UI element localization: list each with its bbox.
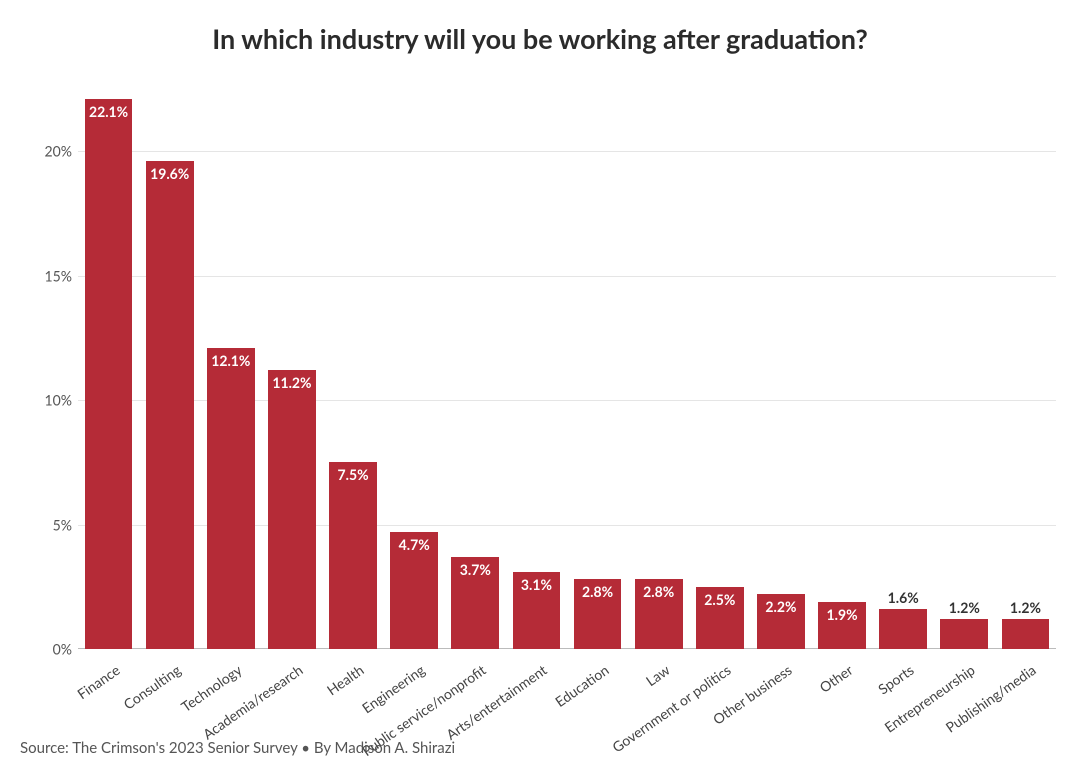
bar: 1.6% (879, 609, 927, 649)
y-tick-label: 0% (32, 641, 72, 658)
bar: 3.1% (513, 572, 561, 649)
chart-title: In which industry will you be working af… (20, 22, 1060, 55)
bar: 19.6% (146, 161, 194, 649)
x-tick-label: Sports (875, 661, 917, 698)
bar: 1.2% (940, 619, 988, 649)
bar-value-label: 1.2% (940, 599, 988, 616)
bar-value-label: 12.1% (207, 352, 255, 369)
plot-area: 0%5%10%15%20% 22.1%19.6%12.1%11.2%7.5%4.… (78, 89, 1056, 649)
x-tick-label: Education (551, 661, 611, 710)
bar-value-label: 1.6% (879, 589, 927, 606)
bar-value-label: 19.6% (146, 165, 194, 182)
x-tick-label: Consulting (120, 661, 184, 713)
bar: 22.1% (85, 99, 133, 649)
bar-value-label: 2.8% (574, 583, 622, 600)
bar-value-label: 2.8% (635, 583, 683, 600)
bar-value-label: 3.7% (451, 561, 499, 578)
chart-container: 0%5%10%15%20% 22.1%19.6%12.1%11.2%7.5%4.… (20, 89, 1060, 649)
bar: 2.2% (757, 594, 805, 649)
y-tick-label: 20% (32, 143, 72, 160)
bar: 7.5% (329, 462, 377, 649)
y-tick-label: 15% (32, 267, 72, 284)
bars-layer: 22.1% 19.6% 12.1% 11.2% 7.5% 4.7% 3.7% 3.1% 2.8%… (78, 89, 1056, 649)
bar: 12.1% (207, 348, 255, 649)
bar: 3.7% (451, 557, 499, 649)
bar: 11.2% (268, 370, 316, 649)
bar: 2.8% (574, 579, 622, 649)
bar-value-label: 22.1% (85, 103, 133, 120)
y-tick-label: 5% (32, 516, 72, 533)
x-tick-label: Health (324, 661, 367, 698)
bar: 2.8% (635, 579, 683, 649)
bar: 1.9% (818, 602, 866, 649)
bar: 1.2% (1002, 619, 1050, 649)
bar: 4.7% (390, 532, 438, 649)
bar: 2.5% (696, 587, 744, 649)
source-line: Source: The Crimson's 2023 Senior Survey… (20, 739, 455, 757)
x-tick-label: Law (642, 661, 672, 689)
bar-value-label: 2.5% (696, 591, 744, 608)
bar-value-label: 1.2% (1002, 599, 1050, 616)
bar-value-label: 11.2% (268, 374, 316, 391)
bar-value-label: 1.9% (818, 606, 866, 623)
bar-value-label: 3.1% (513, 576, 561, 593)
bar-value-label: 2.2% (757, 598, 805, 615)
bar-value-label: 7.5% (329, 466, 377, 483)
x-tick-label: Other (816, 661, 856, 696)
bar-value-label: 4.7% (390, 536, 438, 553)
y-tick-label: 10% (32, 392, 72, 409)
x-tick-label: Finance (73, 661, 122, 702)
